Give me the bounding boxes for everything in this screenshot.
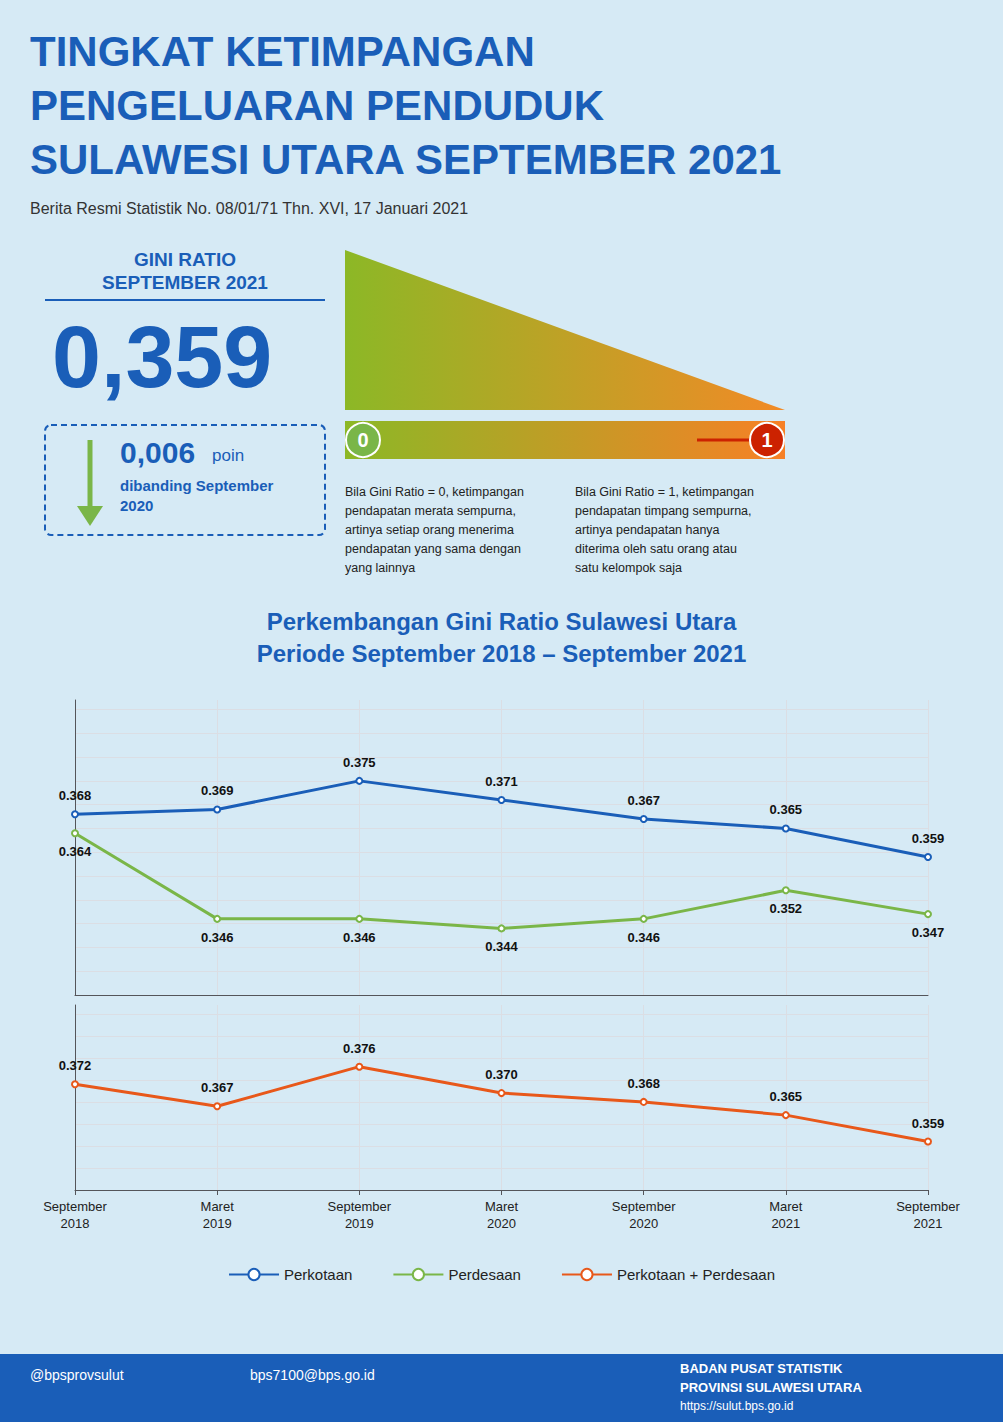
svg-text:2020: 2020 [120,497,153,514]
svg-text:pendapatan merata sempurna,: pendapatan merata sempurna, [345,504,516,518]
svg-text:0.376: 0.376 [343,1041,376,1056]
svg-text:0.372: 0.372 [59,1058,92,1073]
svg-text:0.352: 0.352 [770,901,803,916]
svg-text:2018: 2018 [61,1216,90,1231]
svg-text:2021: 2021 [771,1216,800,1231]
svg-text:0.346: 0.346 [201,930,234,945]
svg-text:1: 1 [761,429,772,451]
svg-text:0.370: 0.370 [485,1067,518,1082]
svg-text:0.368: 0.368 [627,1076,660,1091]
svg-text:PENGELUARAN PENDUDUK: PENGELUARAN PENDUDUK [30,82,604,129]
svg-text:0.371: 0.371 [485,774,518,789]
svg-text:satu kelompok saja: satu kelompok saja [575,561,682,575]
svg-text:2019: 2019 [203,1216,232,1231]
svg-text:0,359: 0,359 [52,307,272,406]
svg-text:September: September [612,1199,676,1214]
svg-text:Perkotaan: Perkotaan [284,1266,352,1283]
svg-text:0.346: 0.346 [343,930,376,945]
svg-text:Maret: Maret [769,1199,803,1214]
svg-text:2021: 2021 [914,1216,943,1231]
svg-text:September: September [896,1199,960,1214]
svg-text:Perdesaan: Perdesaan [448,1266,521,1283]
svg-text:https://sulut.bps.go.id: https://sulut.bps.go.id [680,1399,793,1413]
svg-text:SEPTEMBER 2021: SEPTEMBER 2021 [102,272,268,293]
svg-text:Maret: Maret [485,1199,519,1214]
svg-text:September: September [328,1199,392,1214]
svg-text:Perkotaan + Perdesaan: Perkotaan + Perdesaan [617,1266,775,1283]
svg-text:0,006: 0,006 [120,436,195,469]
svg-text:0.367: 0.367 [201,1080,234,1095]
svg-text:0.347: 0.347 [912,925,945,940]
svg-text:poin: poin [212,446,244,465]
svg-text:0.369: 0.369 [201,783,234,798]
svg-text:dibanding September: dibanding September [120,477,274,494]
svg-text:September: September [43,1199,107,1214]
svg-text:TINGKAT KETIMPANGAN: TINGKAT KETIMPANGAN [30,28,535,75]
svg-text:BADAN PUSAT STATISTIK: BADAN PUSAT STATISTIK [680,1361,843,1376]
svg-text:PROVINSI SULAWESI UTARA: PROVINSI SULAWESI UTARA [680,1380,862,1395]
svg-text:pendapatan timpang sempurna,: pendapatan timpang sempurna, [575,504,752,518]
svg-text:0.344: 0.344 [485,939,518,954]
svg-text:0.365: 0.365 [770,1089,803,1104]
svg-text:0.368: 0.368 [59,788,92,803]
svg-text:Bila Gini Ratio = 0, ketimpang: Bila Gini Ratio = 0, ketimpangan [345,485,524,499]
svg-text:Berita Resmi Statistik No. 08/: Berita Resmi Statistik No. 08/01/71 Thn.… [30,200,468,217]
svg-text:2020: 2020 [487,1216,516,1231]
svg-text:yang lainnya: yang lainnya [345,561,415,575]
svg-text:Periode September 2018 – Septe: Periode September 2018 – September 2021 [257,640,747,667]
svg-text:GINI RATIO: GINI RATIO [134,249,236,270]
svg-text:pendapatan yang sama dengan: pendapatan yang sama dengan [345,542,521,556]
svg-text:SULAWESI UTARA SEPTEMBER 2021: SULAWESI UTARA SEPTEMBER 2021 [30,136,781,183]
svg-text:0.364: 0.364 [59,844,92,859]
svg-text:bps7100@bps.go.id: bps7100@bps.go.id [250,1367,375,1383]
svg-text:0.367: 0.367 [627,793,660,808]
svg-text:0: 0 [357,429,368,451]
svg-text:artinya setiap orang menerima: artinya setiap orang menerima [345,523,514,537]
svg-text:0.359: 0.359 [912,1116,945,1131]
svg-text:artinya pendapatan hanya: artinya pendapatan hanya [575,523,720,537]
svg-text:2020: 2020 [629,1216,658,1231]
svg-text:0.375: 0.375 [343,755,376,770]
svg-text:@bpsprovsulut: @bpsprovsulut [30,1367,124,1383]
svg-text:2019: 2019 [345,1216,374,1231]
svg-text:diterima oleh satu orang atau: diterima oleh satu orang atau [575,542,737,556]
svg-text:0.365: 0.365 [770,802,803,817]
svg-text:0.346: 0.346 [627,930,660,945]
svg-text:Maret: Maret [201,1199,235,1214]
svg-text:0.359: 0.359 [912,831,945,846]
svg-text:Perkembangan Gini Ratio Sulawe: Perkembangan Gini Ratio Sulawesi Utara [267,608,737,635]
svg-text:Bila Gini Ratio = 1, ketimpang: Bila Gini Ratio = 1, ketimpangan [575,485,754,499]
